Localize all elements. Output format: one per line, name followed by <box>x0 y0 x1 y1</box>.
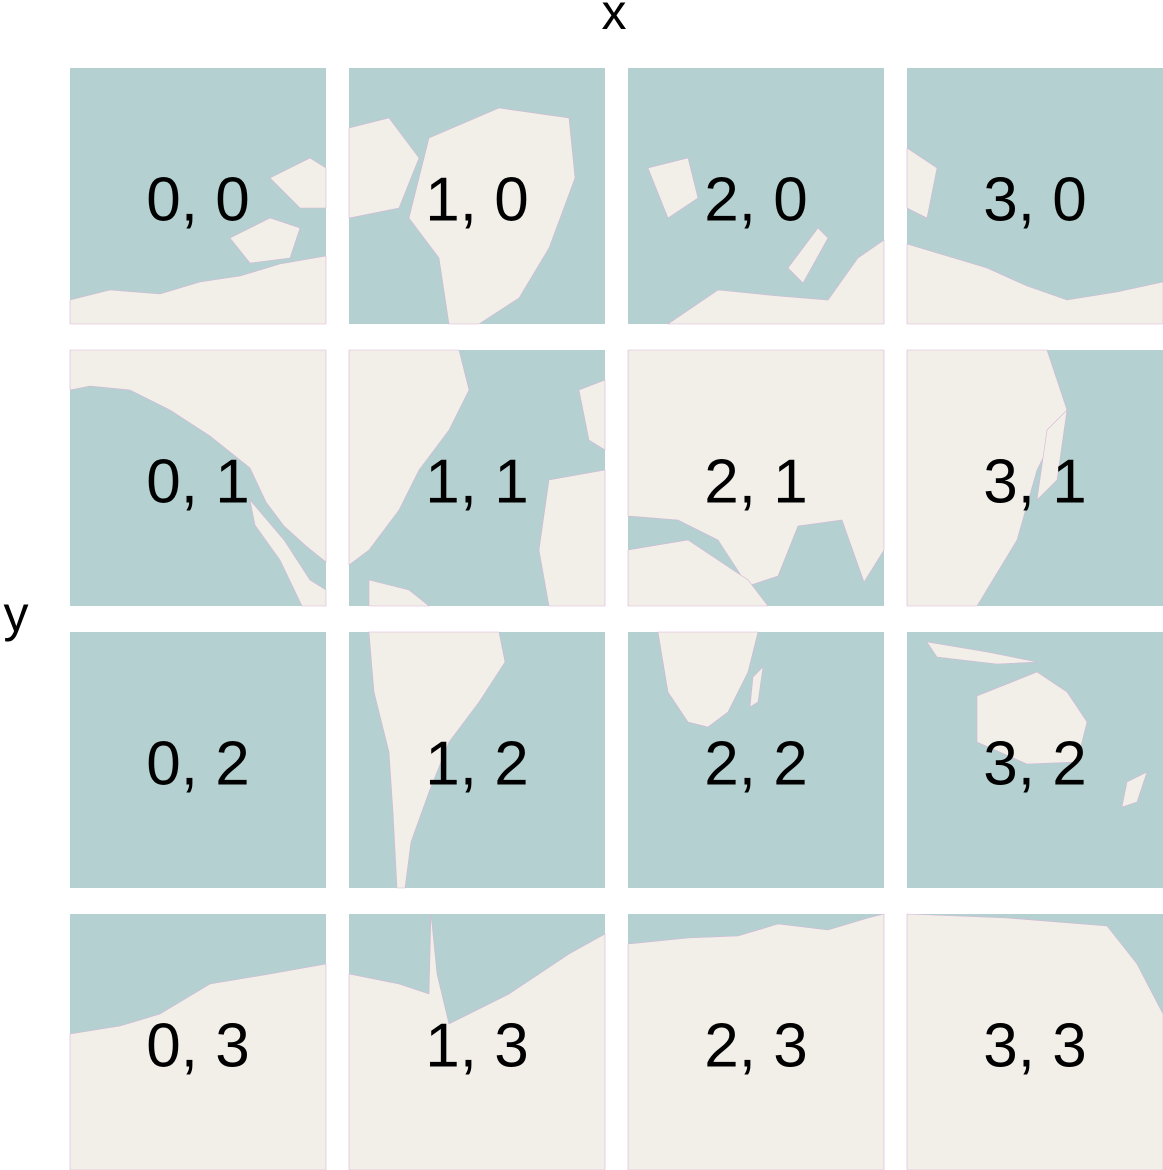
tile-label: 1, 2 <box>425 729 528 798</box>
y-axis-label: y <box>4 586 29 642</box>
tile: 3, 1 <box>906 349 1163 607</box>
tile: 3, 3 <box>906 913 1163 1170</box>
tile-label: 3, 3 <box>983 1011 1086 1080</box>
tile-label: 3, 1 <box>983 447 1086 516</box>
tile-label: 1, 3 <box>425 1011 528 1080</box>
tile: 0, 3 <box>69 914 327 1170</box>
tile-label: 3, 0 <box>983 165 1086 234</box>
tile-label: 1, 1 <box>425 447 528 516</box>
tile: 0, 1 <box>69 349 327 607</box>
tile: 2, 0 <box>628 68 885 325</box>
x-axis-label: x <box>602 0 627 40</box>
tile-label: 0, 1 <box>146 447 249 516</box>
tile-label: 0, 3 <box>146 1011 249 1080</box>
tile: 1, 1 <box>348 349 606 607</box>
tile-label: 1, 0 <box>425 165 528 234</box>
tile-label: 0, 0 <box>146 165 249 234</box>
tile: 1, 2 <box>349 631 605 889</box>
tile: 0, 2 <box>70 632 326 888</box>
tile: 2, 2 <box>628 631 884 888</box>
tile: 1, 3 <box>348 913 606 1170</box>
tile-label: 3, 2 <box>983 729 1086 798</box>
tile: 0, 0 <box>69 68 327 325</box>
tile-label: 0, 2 <box>146 729 249 798</box>
tile-label: 2, 1 <box>704 447 807 516</box>
tile: 2, 3 <box>627 913 885 1170</box>
tile: 2, 1 <box>627 349 885 607</box>
tile: 3, 0 <box>906 68 1163 325</box>
tile-label: 2, 0 <box>704 165 807 234</box>
tile-label: 2, 3 <box>704 1011 807 1080</box>
tile-label: 2, 2 <box>704 729 807 798</box>
tile: 3, 2 <box>907 632 1163 888</box>
tile: 1, 0 <box>348 68 605 325</box>
